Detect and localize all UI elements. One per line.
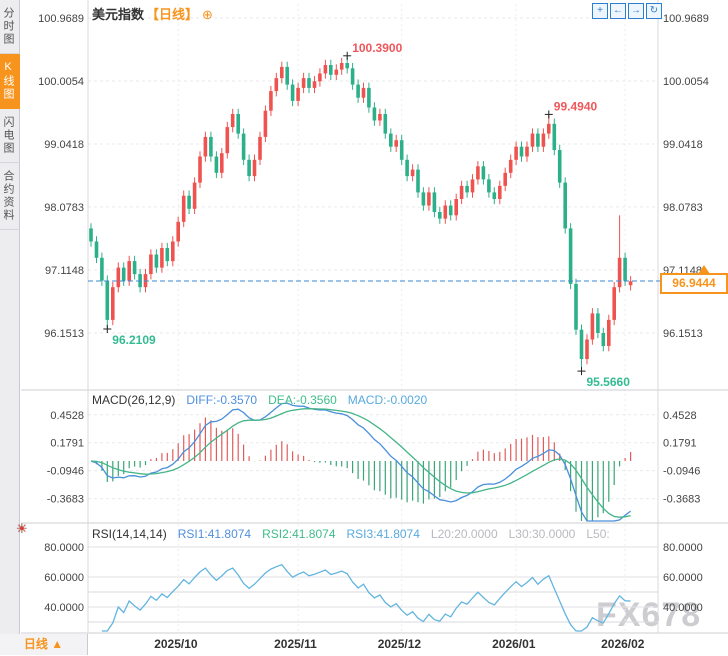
axis-label: 60.0000 [663, 572, 703, 584]
axis-label: 60.0000 [44, 572, 84, 584]
rsi-title: RSI(14,14,14) [92, 527, 167, 541]
x-axis-label: 2025/11 [274, 637, 317, 651]
chart-header: 美元指数 【日线】 ⊕ [92, 4, 213, 23]
axis-label: 96.1513 [44, 328, 84, 340]
price-up-arrow-icon [698, 265, 710, 274]
axis-label: -0.3683 [663, 494, 700, 506]
indicator-flash-icon[interactable]: ☀ [16, 521, 28, 536]
axis-label: 99.0418 [44, 139, 84, 151]
rsi-l20-value: L20:20.0000 [430, 527, 498, 541]
bottom-bar: 日线 ▲ 2025/10 2025/11 2025/12 2026/01 2026/02 [0, 634, 728, 656]
rsi-line [101, 563, 631, 632]
axis-label: 97.1148 [45, 265, 84, 277]
rsi1-value: RSI1:41.8074 [177, 527, 252, 541]
axis-label: 96.2109 [112, 333, 156, 347]
axis-label: -0.0946 [47, 466, 84, 478]
axis-label: 0.4528 [663, 410, 697, 422]
sidebar-item-kline-chart[interactable]: K线图 [0, 54, 20, 109]
axis-label: 40.0000 [663, 602, 703, 614]
axis-label: 100.0054 [38, 76, 84, 88]
sidebar-item-contract-info[interactable]: 合约资料 [0, 163, 20, 230]
macd-diff-value: DIFF:-0.3570 [186, 393, 258, 407]
sidebar: 分时图 K线图 闪电图 合约资料 [0, 0, 20, 656]
axis-label: 0.1791 [663, 438, 697, 450]
x-axis-label: 2026/02 [601, 637, 645, 651]
axis-label: 0.1791 [50, 438, 84, 450]
macd-dea-value: DEA:-0.3560 [268, 393, 337, 407]
axis-label: -0.3683 [47, 494, 84, 506]
axis-label: 80.0000 [44, 542, 84, 554]
shift-left-icon[interactable]: ← [610, 3, 626, 19]
add-indicator-icon[interactable]: ⊕ [202, 7, 213, 22]
rsi2-value: RSI2:41.8074 [262, 527, 336, 541]
x-axis-label: 2026/01 [492, 637, 536, 651]
candles-layer [89, 55, 633, 372]
period-selector[interactable]: 日线 ▲ [0, 634, 88, 655]
x-axis-label: 2025/10 [154, 637, 198, 651]
axis-label: 96.1513 [663, 328, 703, 340]
axis-label: -0.0946 [663, 466, 700, 478]
axis-label: 98.0783 [663, 202, 703, 214]
chart-toolbar: + ← → ↻ [592, 3, 662, 19]
x-axis-label: 2025/12 [377, 637, 422, 651]
rsi-l50-value: L50: [586, 527, 610, 541]
axis-label: 80.0000 [663, 542, 703, 554]
pan-crosshair-icon[interactable]: + [592, 3, 608, 19]
axis-label: 98.0783 [44, 202, 84, 214]
shift-right-icon[interactable]: → [628, 3, 644, 19]
rsi-header: RSI(14,14,14) RSI1:41.8074 RSI2:41.8074 RSI… [92, 527, 621, 541]
axis-label: 99.4940 [554, 99, 598, 113]
macd-layer [90, 402, 632, 522]
period-badge: 【日线】 [146, 7, 199, 22]
sidebar-item-timeline-chart[interactable]: 分时图 [0, 0, 20, 54]
gridlines [88, 4, 658, 631]
axis-label: 95.5660 [587, 375, 631, 389]
chevron-up-icon: ▲ [51, 637, 64, 651]
macd-header: MACD(26,12,9) DIFF:-0.3570 DEA:-0.3560 MACD… [92, 393, 438, 407]
axis-label: 100.9689 [663, 13, 709, 25]
axis-label: 0.4528 [50, 410, 84, 422]
current-price-box: 96.9444 [660, 273, 728, 294]
macd-macd-value: MACD:-0.0020 [347, 393, 428, 407]
axis-label: 100.0054 [663, 76, 709, 88]
jump-latest-icon[interactable]: ↻ [646, 3, 662, 19]
watermark: FX678 [596, 596, 702, 634]
period-label: 日线 [23, 637, 48, 651]
rsi3-value: RSI3:41.8074 [346, 527, 420, 541]
sidebar-item-flash-chart[interactable]: 闪电图 [0, 109, 20, 163]
axis-label: 100.3900 [352, 41, 402, 55]
axis-label: 100.9689 [38, 13, 84, 25]
rsi-l30-value: L30:30.0000 [508, 527, 576, 541]
axis-label: 40.0000 [44, 602, 84, 614]
axis-label: 99.0418 [663, 139, 703, 151]
symbol-title: 美元指数 [92, 7, 145, 22]
macd-title: MACD(26,12,9) [92, 393, 176, 407]
